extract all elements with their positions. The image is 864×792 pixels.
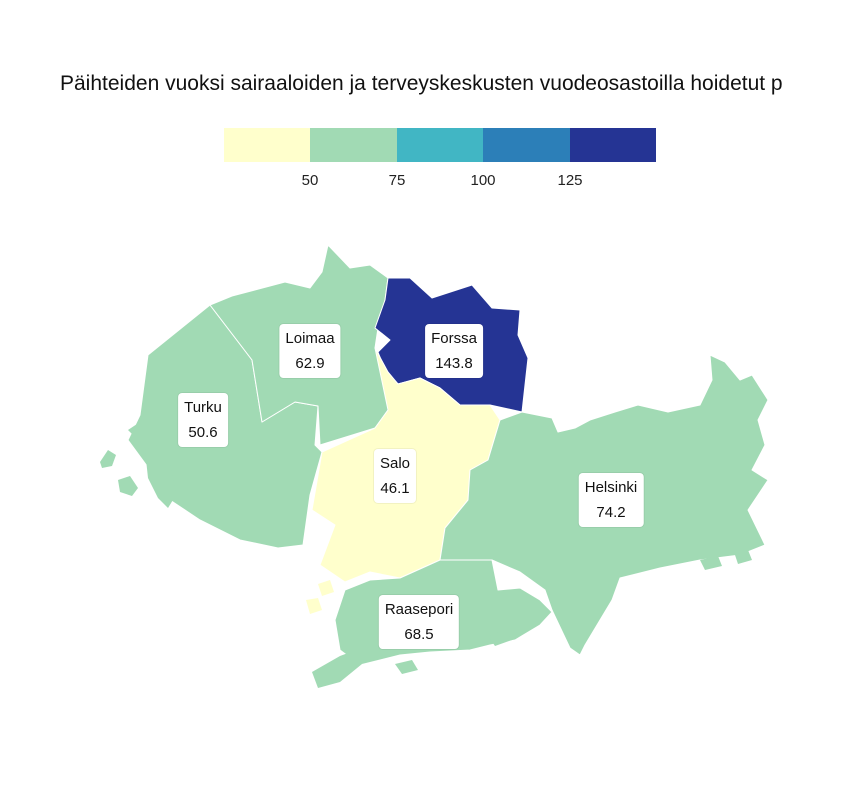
region-value: 68.5 [404, 626, 434, 643]
region-value: 46.1 [380, 480, 410, 497]
island-raasepori-b [395, 660, 418, 674]
legend-ticks: 50 75 100 125 [224, 172, 656, 192]
region-value: 62.9 [295, 355, 325, 372]
island-helsinki-a [735, 550, 752, 564]
legend-swatch-1 [224, 128, 311, 162]
legend-tick-100: 100 [470, 172, 496, 189]
islands [100, 422, 752, 688]
legend-swatch-4 [483, 128, 570, 162]
island-helsinki-b [700, 556, 722, 570]
region-value: 50.6 [188, 424, 218, 441]
region-name: Turku [184, 399, 222, 416]
region-name: Loimaa [285, 330, 335, 347]
region-label-forssa: Forssa 143.8 [425, 324, 483, 378]
island-salo-b [306, 598, 322, 614]
region-label-loimaa: Loimaa 62.9 [279, 324, 341, 378]
region-name: Raasepori [384, 601, 454, 618]
legend-swatch-3 [396, 128, 484, 162]
region-name: Salo [379, 455, 411, 472]
legend-swatch-5 [569, 128, 657, 162]
region-name: Forssa [431, 330, 477, 347]
map-title: Päihteiden vuoksi sairaaloiden ja tervey… [60, 72, 783, 95]
region-value: 74.2 [596, 504, 626, 521]
island-raasepori-a [312, 650, 362, 688]
island-turku-d [128, 422, 148, 440]
color-legend [224, 128, 657, 162]
region-label-turku: Turku 50.6 [178, 393, 228, 447]
island-turku-c [145, 445, 176, 508]
legend-tick-50: 50 [301, 172, 319, 189]
region-label-helsinki: Helsinki 74.2 [578, 473, 644, 527]
island-salo-a [318, 580, 334, 596]
legend-swatch-2 [310, 128, 397, 162]
region-label-salo: Salo 46.1 [373, 449, 417, 503]
legend-tick-75: 75 [388, 172, 406, 189]
region-value: 143.8 [435, 355, 473, 372]
island-turku-a [100, 450, 116, 468]
island-turku-b [118, 476, 138, 496]
region-name: Helsinki [584, 479, 638, 496]
island-raasepori-c [488, 630, 512, 646]
legend-tick-125: 125 [557, 172, 583, 189]
region-label-raasepori: Raasepori 68.5 [378, 595, 460, 649]
